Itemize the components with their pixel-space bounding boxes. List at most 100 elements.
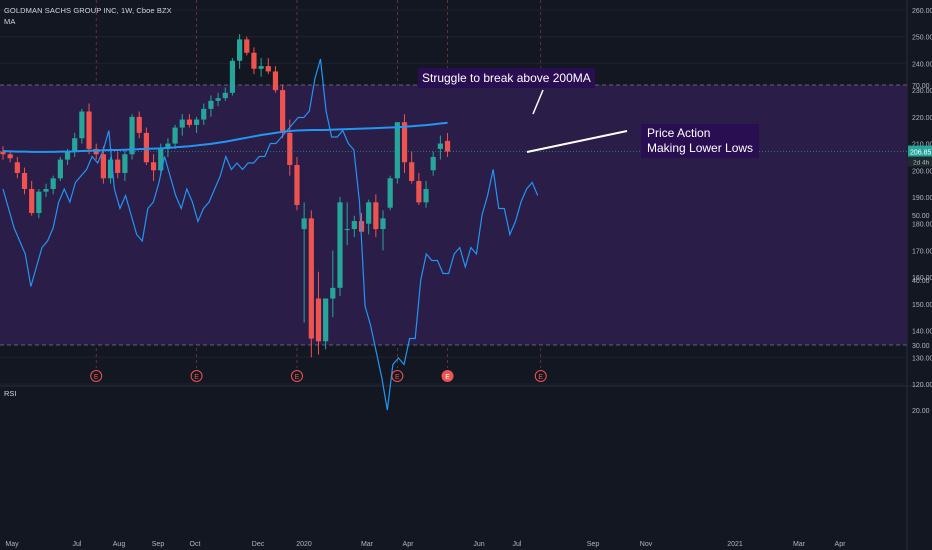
candle-body [344,229,350,231]
candle-body [222,92,228,99]
time-tick-label: Aug [113,541,126,548]
candle-body [201,108,207,120]
candle-body [208,100,214,109]
price-tick-label: 220.00 [912,115,932,122]
candle-body [229,60,236,93]
earnings-marker-icon [391,370,404,382]
price-tick-label: 130.00 [912,355,932,362]
time-tick-label: Jun [473,541,484,548]
candle-body [337,202,343,288]
candle-body [143,132,149,163]
last-price-label: 206.85 [910,150,932,157]
rsi-tick-label: 70.00 [912,83,930,90]
candle-body [215,98,221,101]
candle-body [315,298,322,342]
time-tick-label: Dec [252,541,265,548]
earnings-marker-icon [190,370,203,382]
candle-body [430,156,436,171]
price-tick-label: 150.00 [912,302,932,309]
annotation-lower-lows-line2: Making Lower Lows [647,141,754,155]
candle-body [79,111,85,139]
time-tick-label: May [5,541,19,548]
price-tick-label: 240.00 [912,61,932,68]
candle-body [380,218,386,230]
annotation-arrow-lower-lows [526,130,628,153]
candle-body [387,178,393,208]
time-tick-label: Mar [361,541,374,548]
ma-200-series [0,121,907,153]
candle-body [358,221,365,232]
candle-body [186,119,193,125]
candle-body [86,111,92,149]
time-tick-label: Jul [513,541,522,548]
earnings-marker-icon [534,370,547,382]
price-tick-label: 120.00 [912,382,932,389]
candle-body [373,202,379,230]
time-axis: May Jul Aug Sep Oct Dec 2020 Mar Apr Jun Jul Sep Nov… [5,541,846,548]
price-tick-label: 170.00 [912,248,932,255]
earnings-marker-icon [290,370,303,382]
candle-body [150,162,157,171]
candle-body [107,159,114,179]
rsi-tick-label: 40.00 [912,278,930,285]
earnings-marker-label: E [194,374,199,381]
candle-body [179,119,185,128]
candle-body [0,151,6,155]
candle-body [366,202,372,224]
candle-body [251,52,257,69]
time-to-close-badge [908,156,932,167]
candle-body [401,122,408,163]
candle-body [301,218,307,230]
time-tick-label: Sep [152,541,165,548]
candle-body [193,119,200,125]
candle-body [280,90,286,133]
ma-200-line [2,121,448,153]
rsi-band [0,84,907,346]
rsi-line [2,58,539,411]
candle-body [165,143,171,149]
price-tick-label: 190.00 [912,195,932,202]
candle-body [237,39,243,61]
candlestick-series [0,34,451,358]
annotation-arrow-200ma [532,89,544,115]
annotation-arrows [526,89,628,153]
candle-body [29,188,35,214]
candle-body [294,164,300,206]
rsi-band-fill [0,85,907,345]
time-tick-label: Apr [835,541,847,548]
price-axis: 260.00 250.00 240.00 230.00 220.00 210.00 200.… [908,8,932,415]
candle-body [158,148,164,171]
time-to-close-label: 2d 4h [913,160,930,167]
candle-body [172,127,178,144]
candle-body [287,132,293,165]
candle-body [64,151,71,160]
candle-body [258,66,264,69]
last-price-badge [908,145,932,157]
candle-body [265,66,271,72]
candle-body [72,138,78,152]
price-tick-label: 230.00 [912,88,932,95]
rsi-tick-label: 20.00 [912,408,930,415]
annotation-lower-lows: Price Action Making Lower Lows [641,124,760,158]
candle-body [100,154,106,179]
earnings-marker-label: E [445,374,450,381]
time-tick-label: Mar [793,541,806,548]
candle-body [323,298,329,342]
rsi-tick-label: 50.00 [912,213,930,220]
time-tick-label: Sep [587,541,600,548]
candle-body [423,188,429,203]
candle-body [244,39,250,53]
time-tick-label: Apr [403,541,415,548]
candle-body [122,154,128,173]
candle-body [272,71,279,91]
candle-body [14,162,20,173]
annotation-lower-lows-line1: Price Action [647,126,711,140]
candle-body [409,162,415,181]
price-tick-label: 200.00 [912,168,932,175]
candle-body [129,116,135,155]
annotation-200ma: Struggle to break above 200MA [418,68,595,88]
candle-body [7,154,13,159]
earnings-marker-label: E [295,374,300,381]
candle-body [115,159,121,173]
